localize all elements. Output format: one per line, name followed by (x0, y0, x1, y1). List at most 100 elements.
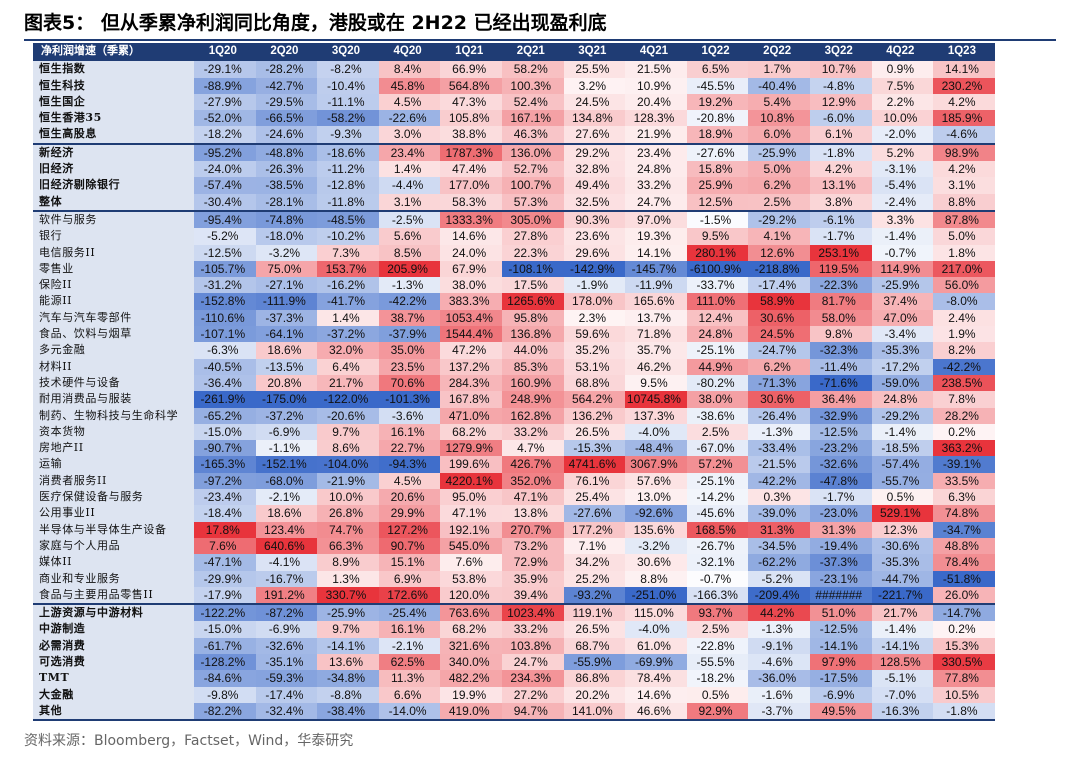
value-cell: 47.4% (440, 161, 502, 178)
value-cell: -42.7% (255, 77, 318, 94)
table-row: 医疗保健设备与服务 -23.4% -2.1% 10.0% 20.6% 95.0% 47.1%… (33, 489, 995, 506)
table-row: 保险II -31.2% -27.1% -16.2% -1.3% 38.0% 17.5% -1.… (33, 277, 995, 294)
value-cell: 34.2% (563, 554, 626, 571)
value-cell: 15.3% (933, 637, 995, 654)
value-cell: 177.0% (440, 177, 502, 194)
value-cell: 12.9% (809, 93, 872, 111)
value-cell: 6.0% (748, 126, 810, 144)
column-header: 3Q21 (563, 43, 626, 61)
value-cell: -93.2% (563, 586, 626, 605)
value-cell: 1.8% (933, 244, 995, 261)
value-cell: -84.6% (194, 670, 256, 687)
value-cell: 280.1% (686, 244, 749, 261)
value-cell: 115.0% (625, 603, 687, 622)
value-cell: -5.2% (194, 228, 256, 245)
value-cell: -11.8% (317, 193, 379, 211)
value-cell: -6.9% (809, 686, 872, 703)
value-cell: 35.2% (563, 342, 626, 359)
value-cell: 27.8% (501, 228, 564, 245)
value-cell: 58.9% (748, 293, 810, 310)
value-cell: -9.8% (194, 686, 256, 703)
table-row: 恒生国企 -27.9% -29.5% -11.1% 4.5% 47.3% 52.4% 24.5… (33, 93, 995, 111)
row-label: 软件与服务 (33, 209, 194, 229)
value-cell: -37.3% (809, 554, 872, 571)
value-cell: 7.3% (317, 244, 379, 261)
value-cell: 4.5% (378, 93, 441, 111)
value-cell: 45.8% (378, 77, 441, 94)
value-cell: 27.2% (501, 686, 564, 703)
value-cell: 2.5% (748, 193, 810, 211)
value-cell: -16.7% (255, 570, 318, 587)
value-cell: 426.7% (501, 456, 564, 473)
value-cell: 15.8% (686, 161, 749, 178)
value-cell: 330.7% (317, 586, 379, 605)
value-cell: 9.5% (686, 228, 749, 245)
value-cell: 24.8% (871, 391, 934, 408)
value-cell: 35.0% (378, 342, 441, 359)
value-cell: -0.7% (686, 570, 749, 587)
value-cell: -22.6% (378, 110, 441, 127)
value-cell: 162.8% (501, 407, 564, 424)
value-cell: 8.9% (317, 554, 379, 571)
value-cell: -1.3% (748, 621, 810, 638)
value-cell: 97.9% (809, 653, 872, 671)
value-cell: 128.5% (871, 653, 934, 671)
row-label: 运输 (33, 456, 194, 473)
value-cell: -3.7% (748, 702, 810, 722)
value-cell: -92.6% (625, 505, 687, 522)
value-cell: 383.3% (440, 293, 502, 310)
value-cell: 21.7% (317, 374, 379, 392)
value-cell: 93.7% (686, 603, 749, 622)
value-cell: -5.4% (871, 177, 934, 194)
value-cell: -17.5% (809, 670, 872, 687)
value-cell: 33.2% (501, 423, 564, 441)
value-cell: -48.5% (317, 209, 379, 229)
value-cell: 35.9% (501, 570, 564, 587)
value-cell: 14.1% (933, 59, 995, 78)
value-cell: 29.6% (563, 244, 626, 261)
value-cell: 12.3% (871, 521, 934, 538)
value-cell: 15.1% (378, 554, 441, 571)
value-cell: -55.5% (686, 653, 749, 671)
value-cell: -52.0% (194, 110, 256, 127)
table-row: 电信服务II -12.5% -3.2% 7.3% 8.5% 24.0% 22.3% 29.6%… (33, 244, 995, 261)
value-cell: 46.6% (625, 702, 687, 722)
value-cell: 100.7% (501, 177, 564, 194)
value-cell: 74.8% (933, 505, 995, 522)
value-cell: 4.2% (933, 161, 995, 178)
value-cell: -14.1% (317, 637, 379, 654)
value-cell: 26.5% (563, 423, 626, 441)
value-cell: -65.2% (194, 407, 256, 424)
value-cell: 29.9% (378, 505, 441, 522)
value-cell: 6.4% (317, 358, 379, 375)
value-cell: 20.6% (378, 489, 441, 506)
value-cell: 167.8% (440, 391, 502, 408)
value-cell: 1333.3% (440, 209, 502, 229)
value-cell: 199.6% (440, 456, 502, 473)
value-cell: 49.5% (809, 702, 872, 722)
value-cell: 28.2% (933, 407, 995, 424)
value-cell: 24.7% (625, 193, 687, 211)
table-row: 耐用消费品与服装 -261.9% -175.0% -122.0% -101.3% 167.… (33, 391, 995, 408)
row-label: 恒生香港35 (33, 110, 194, 127)
value-cell: -19.4% (809, 537, 872, 555)
column-header: 2Q20 (255, 43, 318, 61)
value-cell: 4.2% (933, 93, 995, 111)
row-label: 公用事业II (33, 505, 194, 522)
value-cell: -71.6% (809, 374, 872, 392)
row-label: 商业和专业服务 (33, 570, 194, 587)
value-cell: 0.2% (933, 621, 995, 638)
value-cell: -94.3% (378, 456, 441, 473)
value-cell: 85.3% (501, 358, 564, 375)
value-cell: -42.2% (933, 358, 995, 375)
value-cell: 10.5% (933, 686, 995, 703)
value-cell: -29.1% (194, 59, 256, 78)
value-cell: -10.4% (317, 77, 379, 94)
value-cell: 120.0% (440, 586, 502, 605)
value-cell: -45.5% (686, 77, 749, 94)
value-cell: -14.0% (378, 702, 441, 722)
value-cell: 0.9% (871, 59, 934, 78)
value-cell: 137.3% (625, 407, 687, 424)
value-cell: 0.2% (933, 423, 995, 441)
value-cell: -30.4% (194, 193, 256, 211)
